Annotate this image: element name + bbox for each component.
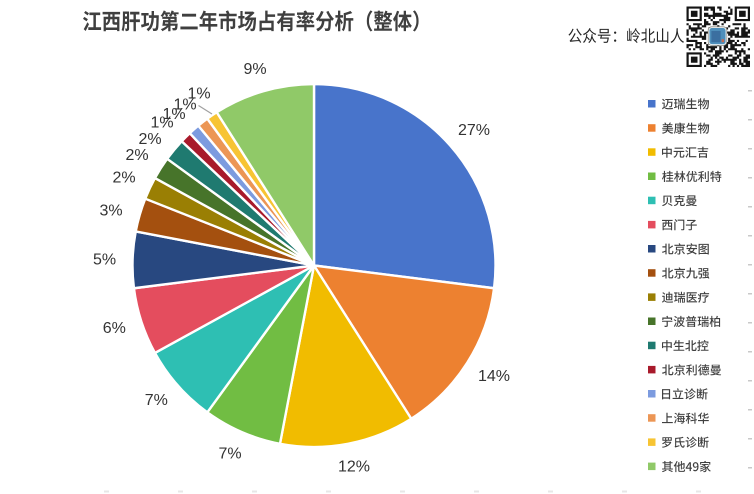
svg-text:9%: 9% — [243, 61, 266, 78]
svg-text:12%: 12% — [338, 459, 370, 476]
svg-text:7%: 7% — [145, 392, 168, 409]
svg-text:27%: 27% — [458, 122, 490, 139]
svg-text:1%: 1% — [173, 96, 196, 113]
svg-text:1%: 1% — [162, 106, 185, 123]
svg-text:2%: 2% — [112, 169, 135, 186]
svg-text:7%: 7% — [218, 446, 241, 463]
svg-text:1%: 1% — [187, 85, 210, 102]
svg-text:14%: 14% — [478, 368, 510, 385]
svg-text:3%: 3% — [99, 202, 122, 219]
svg-text:2%: 2% — [138, 131, 161, 148]
svg-text:6%: 6% — [103, 320, 126, 337]
svg-text:1%: 1% — [150, 114, 173, 131]
svg-text:2%: 2% — [125, 147, 148, 164]
svg-text:5%: 5% — [93, 251, 116, 268]
